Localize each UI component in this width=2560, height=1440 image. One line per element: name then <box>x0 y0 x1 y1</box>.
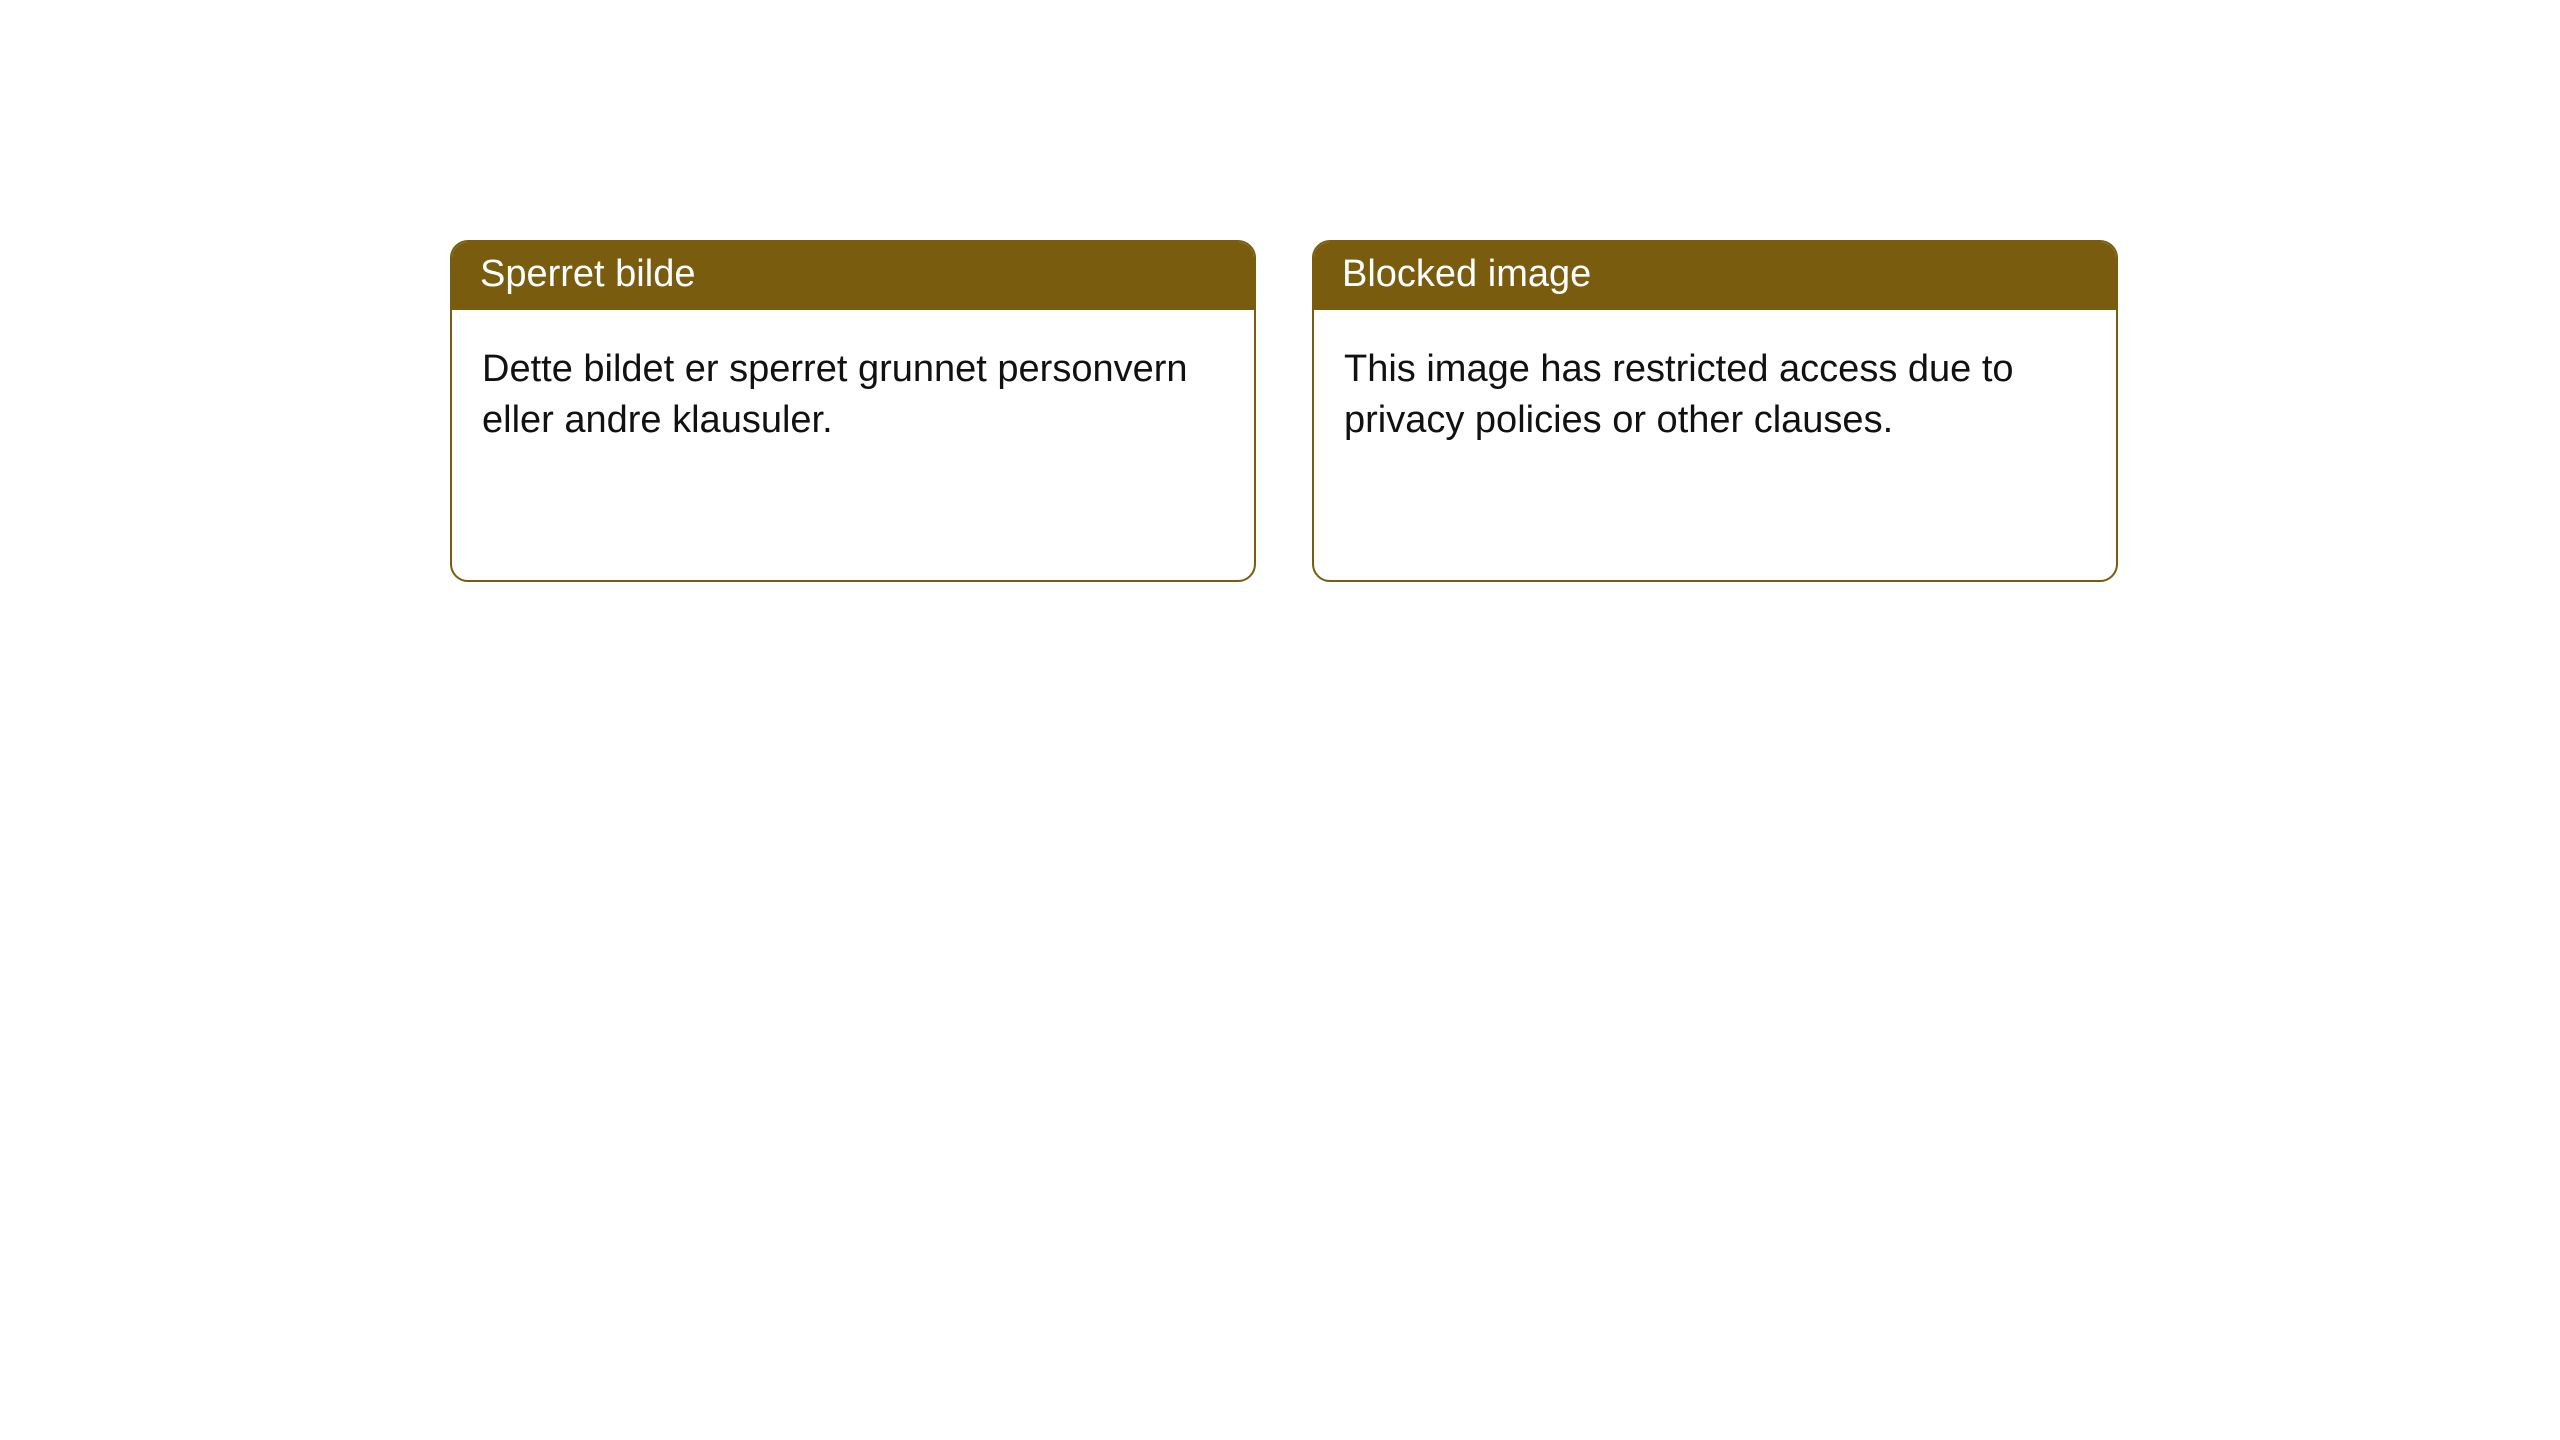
notice-card-english: Blocked image This image has restricted … <box>1312 240 2118 582</box>
notice-body-text: Dette bildet er sperret grunnet personve… <box>452 310 1254 580</box>
notice-title: Sperret bilde <box>452 242 1254 310</box>
notice-container: Sperret bilde Dette bildet er sperret gr… <box>0 0 2560 582</box>
notice-card-norwegian: Sperret bilde Dette bildet er sperret gr… <box>450 240 1256 582</box>
notice-body-text: This image has restricted access due to … <box>1314 310 2116 580</box>
notice-title: Blocked image <box>1314 242 2116 310</box>
